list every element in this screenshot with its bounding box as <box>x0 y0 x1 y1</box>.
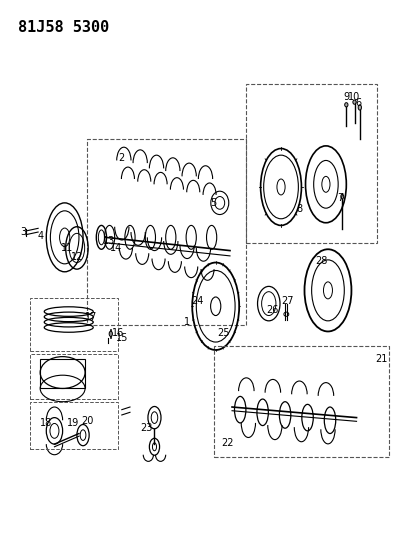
Ellipse shape <box>341 194 344 199</box>
Text: 5: 5 <box>210 198 217 208</box>
Ellipse shape <box>353 100 356 104</box>
Text: 4: 4 <box>37 231 43 241</box>
Bar <box>214 346 389 457</box>
Text: 1: 1 <box>184 317 190 327</box>
Text: 12: 12 <box>71 252 83 262</box>
Ellipse shape <box>109 331 113 336</box>
Text: 20: 20 <box>81 416 93 426</box>
Text: 21: 21 <box>375 354 387 364</box>
Ellipse shape <box>345 103 348 107</box>
Bar <box>30 402 118 449</box>
Text: 6: 6 <box>356 98 362 108</box>
Text: 28: 28 <box>316 256 328 266</box>
Text: 25: 25 <box>217 328 230 338</box>
Text: 18: 18 <box>40 418 53 428</box>
Text: 11: 11 <box>60 243 73 253</box>
Text: 13: 13 <box>104 236 115 246</box>
Text: 81J58 5300: 81J58 5300 <box>18 20 109 35</box>
Text: 10: 10 <box>349 92 360 102</box>
Text: 2: 2 <box>119 153 125 163</box>
Bar <box>30 354 118 399</box>
Text: 7: 7 <box>337 192 343 203</box>
Text: 22: 22 <box>222 438 234 448</box>
Bar <box>30 298 118 351</box>
Text: 23: 23 <box>140 423 152 433</box>
Text: 19: 19 <box>67 418 79 428</box>
Bar <box>246 84 377 243</box>
Text: 14: 14 <box>110 243 122 253</box>
Text: 16: 16 <box>112 328 124 338</box>
Ellipse shape <box>358 105 361 110</box>
Text: 3: 3 <box>21 227 27 237</box>
Text: 15: 15 <box>115 333 128 343</box>
Bar <box>87 139 246 325</box>
Text: 26: 26 <box>267 305 279 315</box>
Text: 17: 17 <box>85 312 97 322</box>
Text: 9: 9 <box>343 92 349 102</box>
Text: 27: 27 <box>281 296 293 306</box>
Text: 24: 24 <box>191 296 203 306</box>
Bar <box>40 359 85 389</box>
Text: 8: 8 <box>296 204 302 214</box>
